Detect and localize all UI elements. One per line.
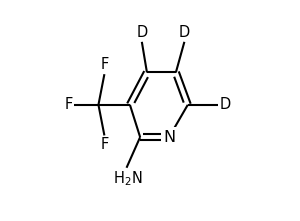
Text: D: D — [179, 25, 190, 40]
Text: F: F — [100, 137, 109, 152]
Text: D: D — [136, 25, 148, 40]
Text: N: N — [163, 130, 175, 145]
Text: H$_2$N: H$_2$N — [113, 170, 143, 188]
Text: F: F — [100, 57, 109, 72]
Text: D: D — [219, 97, 230, 112]
Text: F: F — [65, 97, 73, 112]
